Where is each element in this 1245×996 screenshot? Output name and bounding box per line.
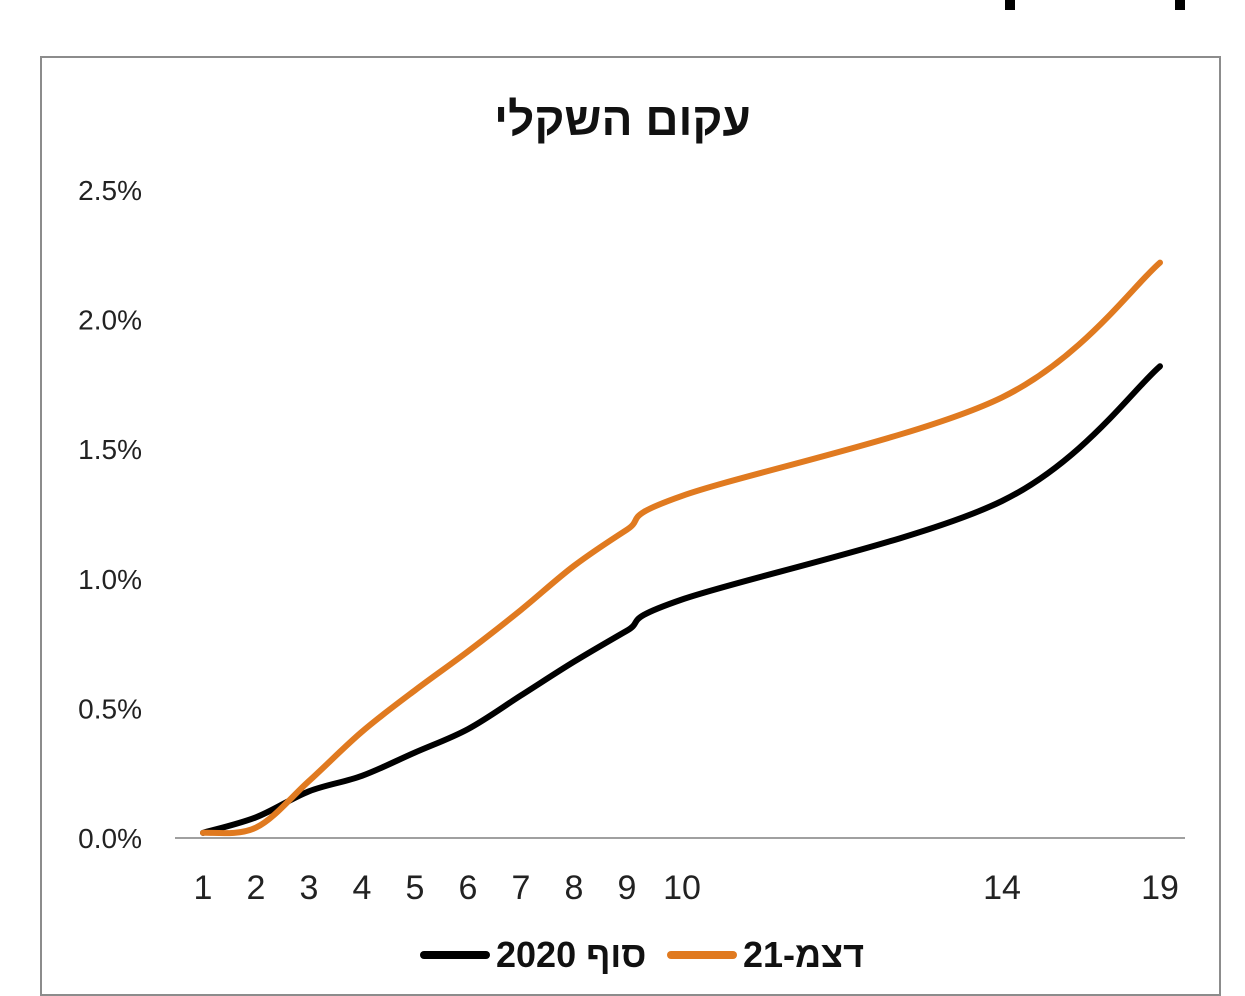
- chart-title: עקום השקלי: [494, 93, 751, 145]
- y-axis-ticks: 0.0% 0.5% 1.0% 1.5% 2.0% 2.5%: [78, 175, 142, 854]
- y-tick-label: 1.5%: [78, 434, 142, 465]
- x-axis-ticks: 1 2 3 4 5 6 7 8 9 10 14 19: [194, 869, 1179, 907]
- x-tick-label: 10: [663, 869, 701, 907]
- x-tick-label: 9: [618, 869, 637, 907]
- x-tick-label: 8: [565, 869, 584, 907]
- x-tick-label: 19: [1141, 869, 1179, 907]
- x-tick-label: 4: [353, 869, 372, 907]
- top-edge-marks: [1005, 0, 1185, 10]
- legend-label-series-2: דצמ-21: [743, 934, 865, 975]
- legend-item-series-1: סוף 2020: [420, 934, 646, 976]
- legend-label-series-1: סוף 2020: [496, 934, 647, 975]
- series-line-2: [200, 259, 1163, 837]
- legend-swatch-series-2: [667, 951, 737, 959]
- x-tick-label: 6: [459, 869, 478, 907]
- x-tick-label: 5: [406, 869, 425, 907]
- x-tick-label: 1: [194, 869, 213, 907]
- series-line-1: [200, 363, 1163, 836]
- x-tick-label: 7: [512, 869, 531, 907]
- legend-item-series-2: דצמ-21: [667, 934, 864, 976]
- x-tick-label: 2: [247, 869, 266, 907]
- x-tick-label: 14: [983, 869, 1021, 907]
- y-tick-label: 0.5%: [78, 693, 142, 724]
- y-tick-label: 2.5%: [78, 175, 142, 206]
- line-chart: 0.0% 0.5% 1.0% 1.5% 2.0% 2.5% 1 2 3 4 5 6 7 8 9 10 14 19: [78, 175, 1185, 907]
- x-tick-label: 3: [300, 869, 319, 907]
- series-lines: [200, 259, 1163, 837]
- legend-swatch-series-1: [420, 951, 490, 959]
- y-tick-label: 0.0%: [78, 823, 142, 854]
- y-tick-label: 1.0%: [78, 564, 142, 595]
- y-tick-label: 2.0%: [78, 305, 142, 336]
- legend: סוף 2020 דצמ-21: [0, 934, 1245, 976]
